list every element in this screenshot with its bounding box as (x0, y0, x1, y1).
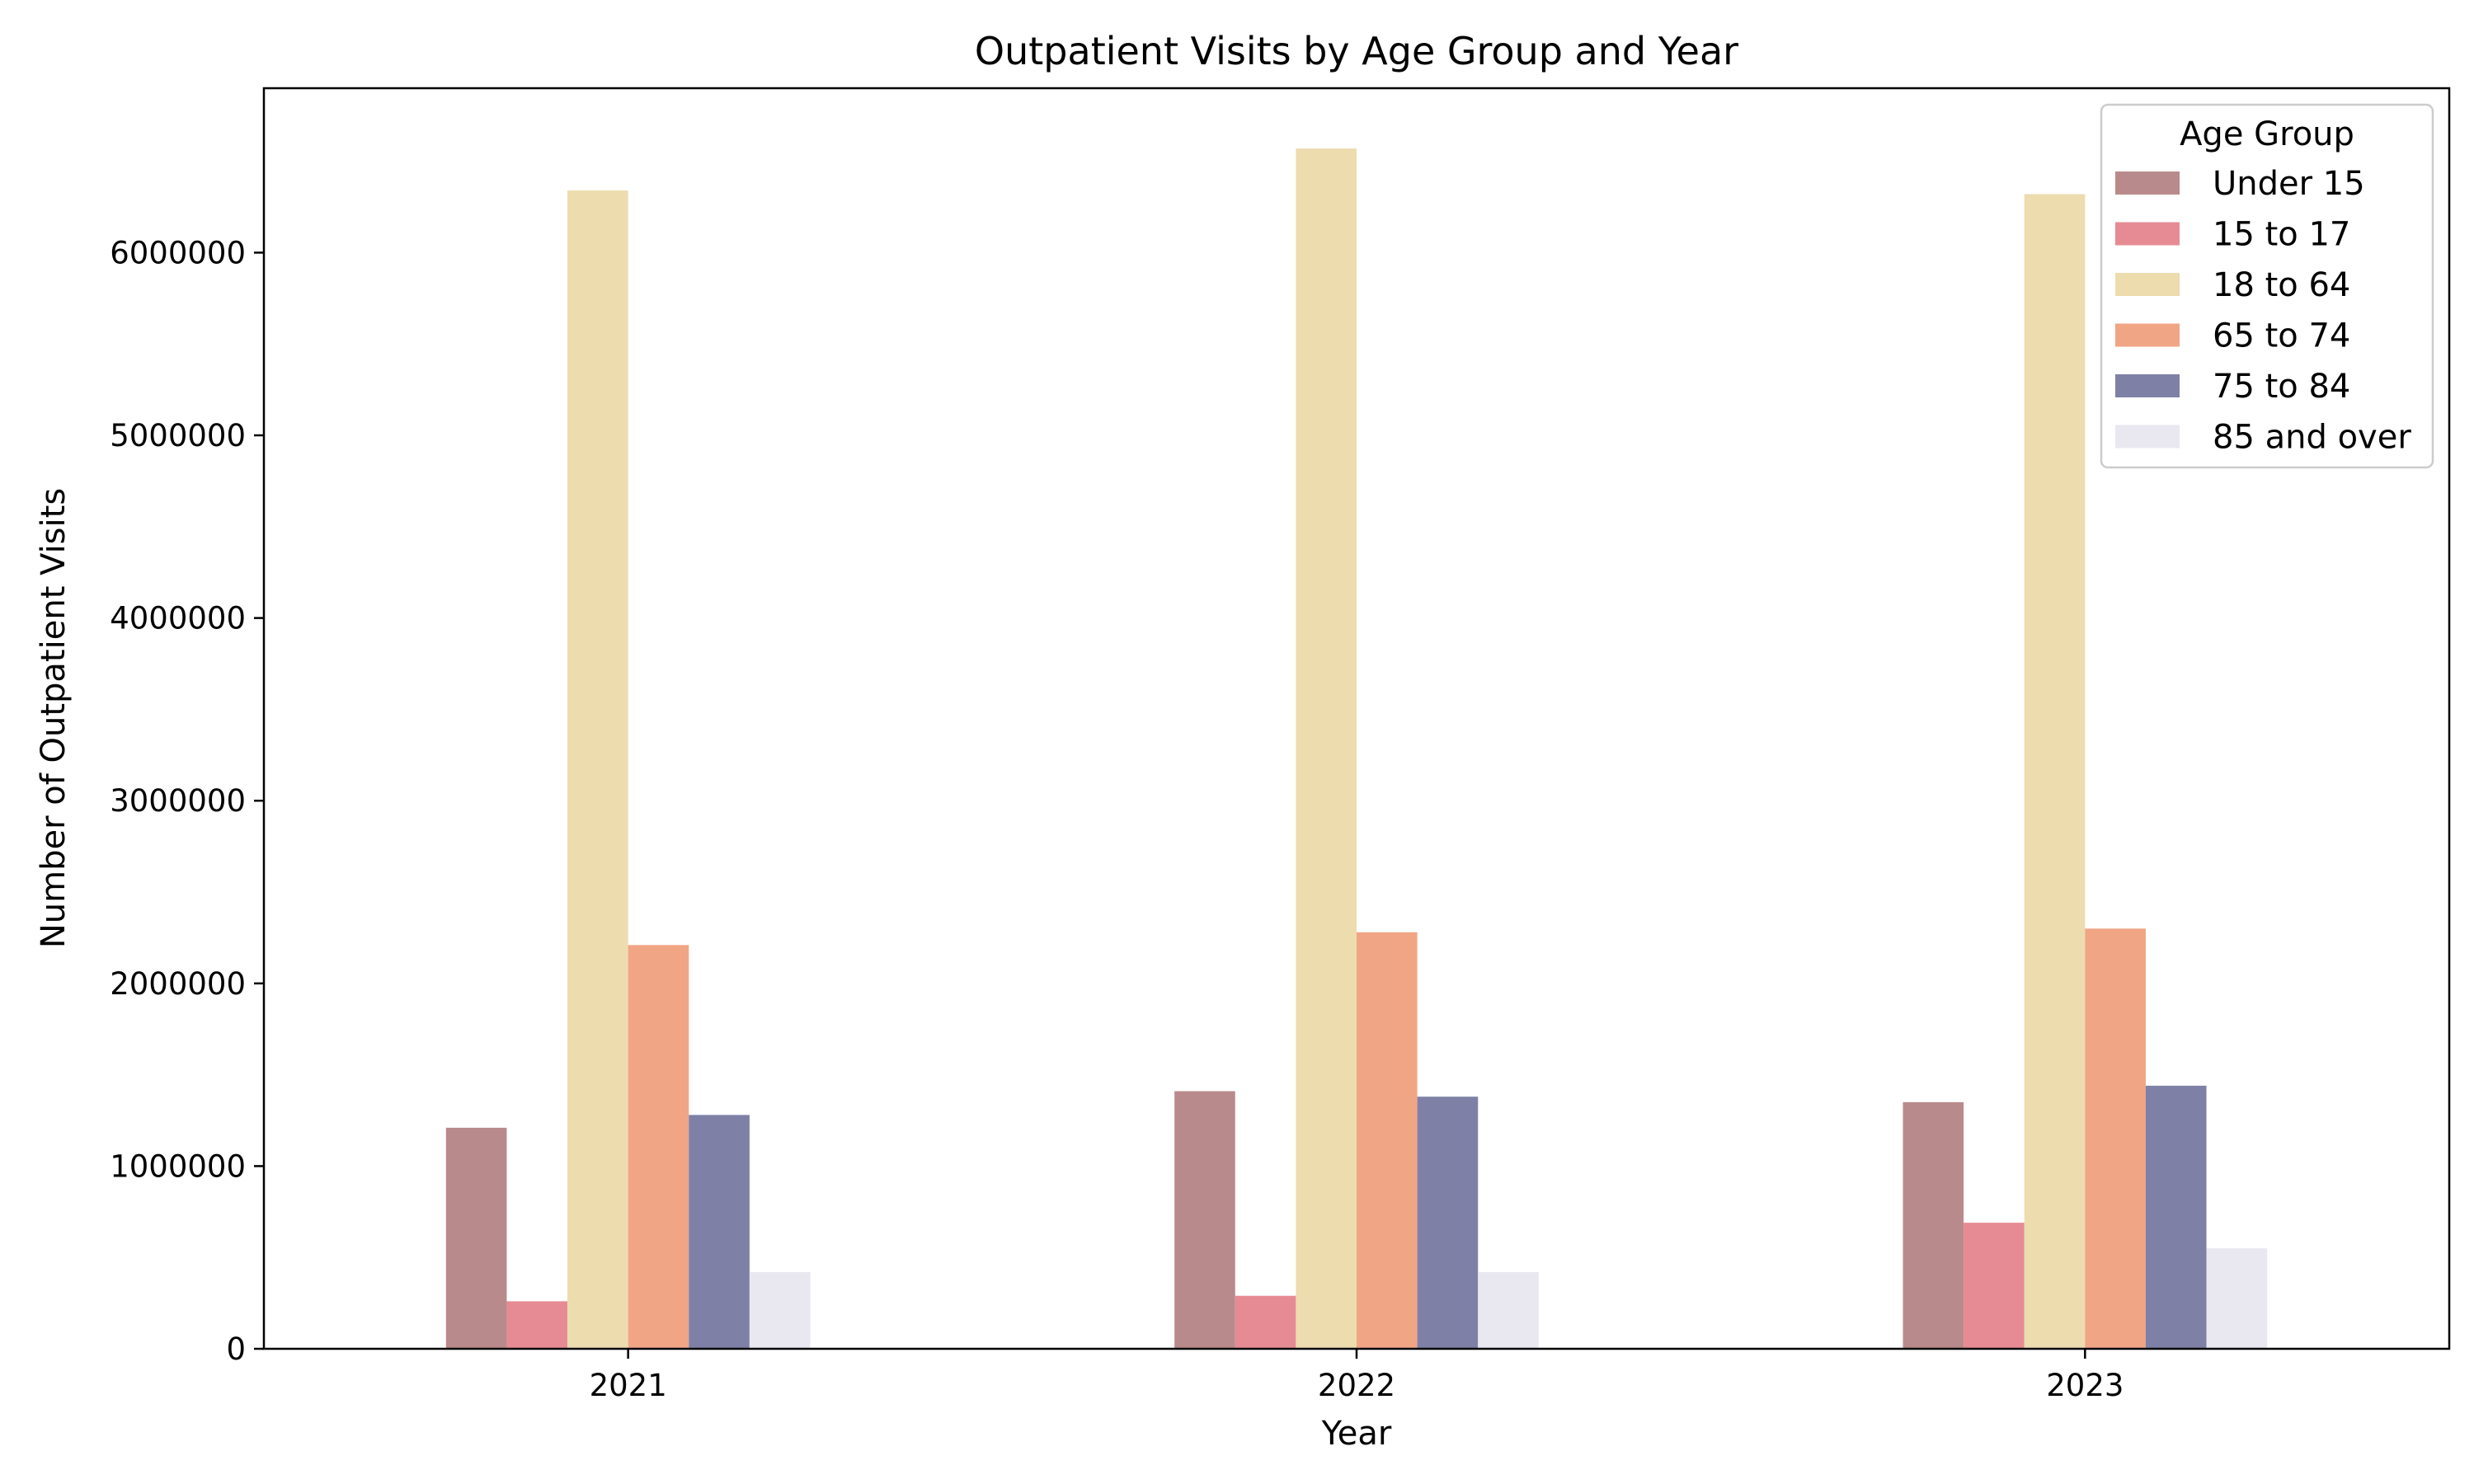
legend-swatch (2115, 273, 2180, 296)
bar-under-15-2022 (1174, 1091, 1235, 1349)
y-axis: 0 1000000 2000000 3000000 4000000 5000000 6000… (110, 235, 264, 1367)
bar-18-to-64-2023 (2024, 194, 2086, 1349)
x-axis: 2021 2022 2023 (590, 1349, 2124, 1403)
legend: Age Group Under 15 15 to 17 18 to 64 65 to 7… (2100, 103, 2434, 469)
y-tick-label: 4000000 (110, 601, 246, 636)
y-tick-label: 5000000 (110, 418, 246, 453)
bar-85-and-over-2023 (2206, 1248, 2268, 1349)
x-tick-label: 2022 (1318, 1368, 1395, 1403)
legend-swatch (2115, 323, 2180, 347)
bar-75-to-84-2023 (2145, 1085, 2207, 1349)
legend-label: 18 to 64 (2213, 266, 2350, 304)
y-tick-label: 3000000 (110, 783, 246, 819)
legend-swatch (2115, 425, 2180, 448)
bar-18-to-64-2022 (1296, 148, 1357, 1349)
legend-swatch (2115, 374, 2180, 397)
y-tick-label: 1000000 (110, 1148, 246, 1184)
legend-label: 85 and over (2213, 419, 2411, 457)
y-tick-label: 0 (226, 1331, 246, 1367)
legend-label: Under 15 (2213, 165, 2365, 203)
legend-swatch (2115, 222, 2180, 246)
legend-box (2100, 103, 2434, 469)
bar-65-to-74-2023 (2085, 928, 2146, 1349)
bar-75-to-84-2021 (689, 1115, 750, 1349)
legend-swatch (2115, 171, 2180, 195)
legend-label: 65 to 74 (2213, 317, 2350, 355)
bar-15-to-17-2021 (506, 1301, 568, 1349)
bar-under-15-2023 (1903, 1101, 1964, 1349)
x-tick-label: 2021 (590, 1368, 667, 1403)
bar-under-15-2021 (445, 1127, 507, 1349)
bar-85-and-over-2021 (749, 1271, 811, 1349)
y-axis-label: Number of Outpatient Visits (35, 488, 73, 948)
x-axis-label: Year (1321, 1415, 1392, 1453)
y-tick-label: 2000000 (110, 966, 246, 1002)
legend-label: 75 to 84 (2213, 368, 2350, 406)
bar-65-to-74-2021 (628, 945, 689, 1349)
bar-15-to-17-2022 (1235, 1295, 1296, 1349)
bar-85-and-over-2022 (1478, 1271, 1539, 1349)
y-tick-label: 6000000 (110, 235, 246, 270)
chart-title: Outpatient Visits by Age Group and Year (975, 29, 1738, 73)
bars-layer (445, 148, 2268, 1350)
legend-title: Age Group (2180, 115, 2354, 153)
x-tick-label: 2023 (2046, 1368, 2124, 1403)
bar-75-to-84-2022 (1417, 1097, 1479, 1349)
bar-65-to-74-2022 (1357, 932, 1418, 1349)
bar-18-to-64-2021 (567, 190, 628, 1350)
bar-15-to-17-2023 (1964, 1223, 2025, 1349)
legend-label: 15 to 17 (2213, 216, 2350, 254)
